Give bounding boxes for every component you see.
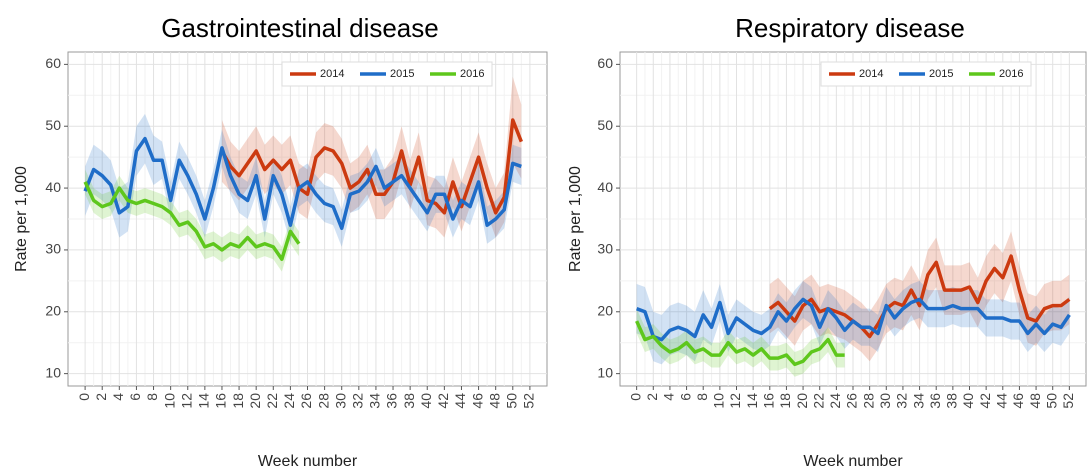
- x-tick-label: 38: [944, 393, 960, 409]
- x-tick-label: 42: [435, 393, 451, 409]
- line: [83, 181, 301, 261]
- x-tick-label: 50: [503, 393, 519, 409]
- x-tick-label: 22: [264, 393, 280, 409]
- x-tick-label: 28: [315, 393, 331, 409]
- x-tick-label: 34: [910, 393, 926, 409]
- x-tick-label: 36: [927, 393, 943, 409]
- x-tick-label: 2: [93, 393, 109, 401]
- x-tick-label: 8: [694, 393, 710, 401]
- x-tick-label: 48: [486, 393, 502, 409]
- x-tick-label: 20: [794, 393, 810, 409]
- confidence-band: [85, 113, 522, 247]
- x-tick-label: 20: [247, 393, 263, 409]
- chart-title: Gastrointestinal disease: [161, 13, 438, 43]
- x-tick-label: 8: [144, 393, 160, 401]
- y-axis-label: Rate per 1,000: [13, 166, 30, 272]
- legend-box: [281, 61, 493, 87]
- y-tick-label: 40: [45, 179, 61, 195]
- y-tick-label: 50: [597, 117, 613, 133]
- x-tick-label: 50: [1043, 393, 1059, 409]
- y-tick-label: 20: [597, 302, 613, 318]
- x-tick-label: 36: [384, 393, 400, 409]
- x-tick-label: 24: [827, 393, 843, 409]
- y-tick-label: 10: [597, 364, 613, 380]
- y-tick-label: 60: [45, 55, 61, 71]
- x-tick-label: 6: [677, 393, 693, 401]
- x-tick-label: 40: [418, 393, 434, 409]
- x-tick-label: 22: [810, 393, 826, 409]
- x-tick-label: 4: [110, 393, 126, 401]
- x-tick-label: 44: [452, 393, 468, 409]
- y-tick-label: 60: [597, 55, 613, 71]
- x-tick-label: 10: [711, 393, 727, 409]
- x-tick-label: 14: [744, 393, 760, 409]
- x-tick-label: 10: [161, 393, 177, 409]
- x-tick-label: 0: [627, 393, 643, 401]
- x-tick-label: 52: [1060, 393, 1076, 409]
- x-tick-label: 34: [367, 393, 383, 409]
- line: [220, 118, 523, 215]
- x-tick-label: 32: [350, 393, 366, 409]
- x-tick-label: 26: [298, 393, 314, 409]
- legend-label: 2014: [859, 68, 883, 80]
- confidence-band: [85, 169, 299, 272]
- legend-label: 2016: [460, 68, 484, 80]
- x-tick-label: 12: [178, 393, 194, 409]
- x-tick-label: 46: [1010, 393, 1026, 409]
- line: [768, 254, 1071, 339]
- legend-label: 2014: [320, 68, 344, 80]
- x-tick-label: 18: [230, 393, 246, 409]
- y-tick-label: 40: [597, 179, 613, 195]
- legend-label: 2015: [929, 68, 953, 80]
- x-tick-label: 32: [894, 393, 910, 409]
- x-tick-label: 40: [960, 393, 976, 409]
- x-axis-label: Week number: [258, 453, 358, 470]
- x-tick-label: 52: [521, 393, 537, 409]
- x-tick-label: 2: [644, 393, 660, 401]
- y-tick-label: 20: [45, 302, 61, 318]
- x-tick-label: 38: [401, 393, 417, 409]
- line: [83, 136, 522, 231]
- x-tick-label: 44: [993, 393, 1009, 409]
- legend-box: [820, 61, 1032, 87]
- y-tick-label: 10: [45, 364, 61, 380]
- chart-title: Respiratory disease: [735, 13, 965, 43]
- x-tick-label: 14: [196, 393, 212, 409]
- legend-label: 2015: [390, 68, 414, 80]
- x-tick-label: 24: [281, 393, 297, 409]
- x-tick-label: 42: [977, 393, 993, 409]
- x-tick-label: 28: [860, 393, 876, 409]
- y-axis-label: Rate per 1,000: [567, 166, 584, 272]
- x-tick-label: 18: [777, 393, 793, 409]
- x-tick-label: 12: [727, 393, 743, 409]
- legend-label: 2016: [999, 68, 1023, 80]
- x-tick-label: 48: [1027, 393, 1043, 409]
- x-tick-label: 6: [127, 393, 143, 401]
- x-tick-label: 30: [332, 393, 348, 409]
- y-tick-label: 30: [597, 241, 613, 257]
- line: [636, 297, 1071, 342]
- x-tick-label: 46: [469, 393, 485, 409]
- x-tick-label: 4: [661, 393, 677, 401]
- line: [635, 320, 845, 367]
- y-tick-label: 50: [45, 117, 61, 133]
- x-tick-label: 16: [760, 393, 776, 409]
- x-axis-label: Week number: [803, 453, 903, 470]
- x-tick-label: 0: [76, 393, 92, 401]
- x-tick-label: 16: [213, 393, 229, 409]
- x-tick-label: 26: [844, 393, 860, 409]
- y-tick-label: 30: [45, 241, 61, 257]
- x-tick-label: 30: [877, 393, 893, 409]
